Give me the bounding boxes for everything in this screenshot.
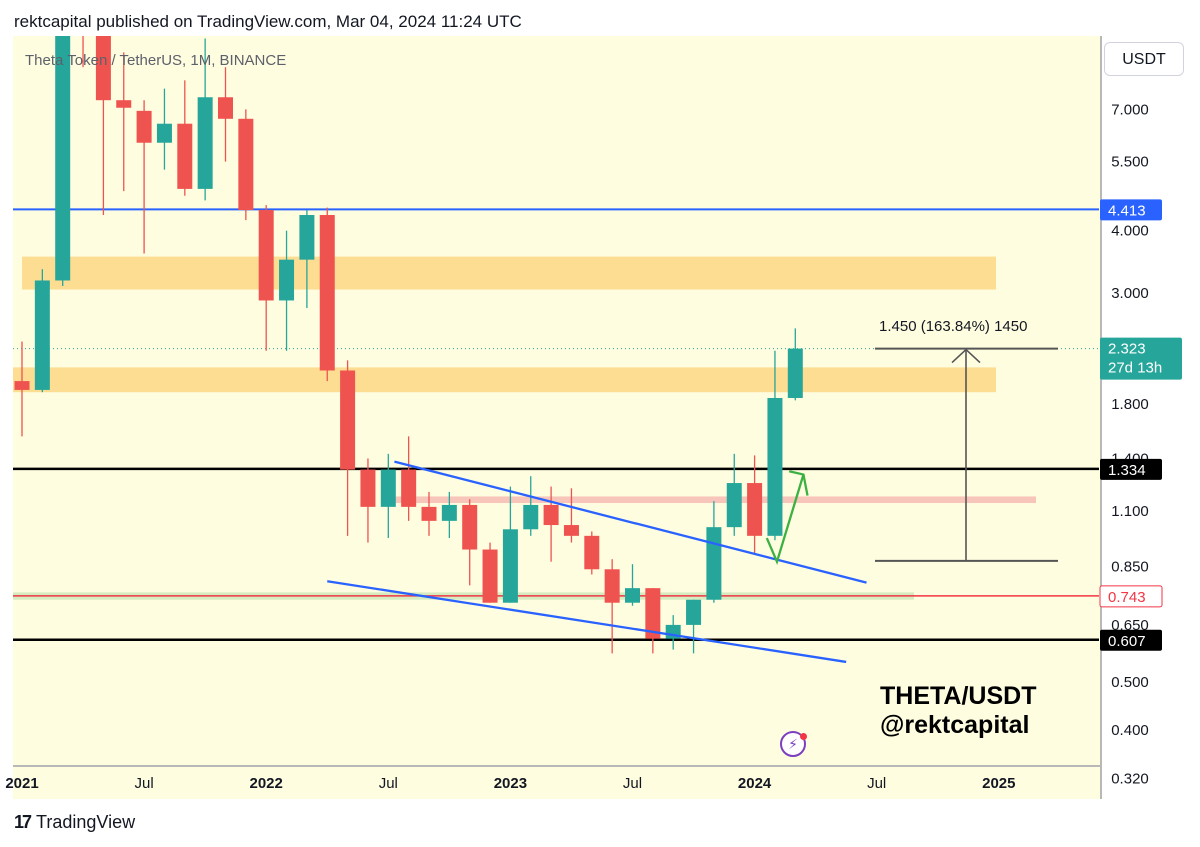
candle-body-2023-05 xyxy=(584,535,600,570)
zone-2 xyxy=(390,496,1036,504)
publish-header: rektcapital published on TradingView.com… xyxy=(14,12,522,31)
tradingview-logo-icon[interactable]: 17 xyxy=(14,812,32,832)
candle-body-2021-09 xyxy=(177,123,193,189)
x-tick-2: 2022 xyxy=(250,775,283,792)
price-label-bg-1.334 xyxy=(1100,458,1162,480)
y-tick-2: 5.500 xyxy=(1111,154,1149,171)
y-tick-12: 0.320 xyxy=(1111,771,1149,788)
x-tick-4: 2023 xyxy=(494,775,527,792)
candle-body-2022-07 xyxy=(380,469,396,507)
candle-body-2022-08 xyxy=(401,469,417,507)
candle-body-2023-10 xyxy=(686,599,702,625)
wedge-lower-line xyxy=(327,580,847,664)
x-tick-8: 2025 xyxy=(982,775,1015,792)
candle-body-2021-03 xyxy=(55,36,71,281)
candle-body-2022-12 xyxy=(482,549,498,603)
current-price-value: 2.323 xyxy=(1108,341,1146,358)
green-arrow-head xyxy=(788,470,809,496)
candle-body-2021-12 xyxy=(238,118,254,211)
candle-body-2022-10 xyxy=(441,504,457,521)
zone-0 xyxy=(22,256,996,290)
watermark: THETA/USDT @rektcapital xyxy=(880,682,1036,740)
tradingview-brand[interactable]: TradingView xyxy=(36,812,136,832)
candle-body-2024-02 xyxy=(767,397,783,536)
price-label-bg-0.607 xyxy=(1100,629,1162,651)
watermark-pair: THETA/USDT xyxy=(880,682,1037,710)
symbol-title: Theta Token / TetherUS, 1M, BINANCE xyxy=(25,52,287,69)
candle-body-2023-12 xyxy=(726,483,742,528)
price-label-0.607: 0.607 xyxy=(1108,633,1146,650)
footer: 17 TradingView xyxy=(14,812,135,833)
candle-body-2024-01 xyxy=(747,483,763,536)
candle-body-2022-11 xyxy=(462,504,478,550)
candle-body-2022-04 xyxy=(319,215,335,371)
candle-body-2023-08 xyxy=(645,588,661,639)
price-label-4.413: 4.413 xyxy=(1108,202,1146,219)
candle-body-2021-10 xyxy=(197,97,213,189)
candle-body-2021-01 xyxy=(14,381,30,390)
x-tick-1: Jul xyxy=(135,775,154,792)
currency-button[interactable]: USDT xyxy=(1104,42,1184,76)
y-tick-9: 0.650 xyxy=(1111,617,1149,634)
candle-body-2021-05 xyxy=(95,36,111,101)
y-tick-8: 0.850 xyxy=(1111,559,1149,576)
y-tick-5: 1.800 xyxy=(1111,396,1149,413)
current-price-bg xyxy=(1100,337,1182,380)
y-tick-10: 0.500 xyxy=(1111,674,1149,691)
y-tick-7: 1.100 xyxy=(1111,503,1149,520)
measure-arrowhead xyxy=(951,348,981,364)
candle-body-2023-01 xyxy=(502,529,518,603)
x-tick-5: Jul xyxy=(623,775,642,792)
notification-dot xyxy=(800,733,807,740)
x-tick-0: 2021 xyxy=(5,775,38,792)
candle-body-2021-07 xyxy=(136,110,152,143)
x-tick-7: Jul xyxy=(867,775,886,792)
current-price-countdown: 27d 13h xyxy=(1108,360,1162,377)
candle-body-2021-11 xyxy=(218,97,233,119)
price-label-bg-4.413 xyxy=(1100,199,1162,221)
y-tick-4: 3.000 xyxy=(1111,285,1149,302)
candle-body-2022-09 xyxy=(421,506,437,521)
plot-layer xyxy=(13,0,1099,664)
candle-body-2024-03 xyxy=(787,348,803,398)
y-tick-11: 0.400 xyxy=(1111,722,1149,739)
measure-label: 1.450 (163.84%) 1450 xyxy=(879,318,1027,335)
candle-body-2023-04 xyxy=(563,525,579,536)
y-tick-3: 4.000 xyxy=(1111,223,1149,240)
x-tick-3: Jul xyxy=(379,775,398,792)
chart-area[interactable] xyxy=(13,36,1100,799)
candle-body-2022-03 xyxy=(299,215,315,260)
green-arrow-line xyxy=(765,474,805,566)
candle-body-2023-07 xyxy=(625,588,640,603)
candle-body-2021-08 xyxy=(156,123,172,143)
candle-body-2022-05 xyxy=(340,370,356,470)
candle-body-2023-03 xyxy=(543,504,559,526)
candle-body-2021-06 xyxy=(116,100,132,108)
wedge-upper-line xyxy=(394,460,867,584)
candle-body-2022-06 xyxy=(360,469,376,507)
price-label-0.743: 0.743 xyxy=(1108,589,1146,606)
candle-body-2022-01 xyxy=(258,210,274,301)
candle-body-2021-02 xyxy=(34,280,50,390)
x-tick-6: 2024 xyxy=(738,775,772,792)
candle-body-2023-11 xyxy=(706,527,722,600)
candle-body-2023-06 xyxy=(604,569,620,603)
y-tick-1: 7.000 xyxy=(1111,101,1149,118)
price-scale[interactable] xyxy=(1100,36,1200,799)
price-label-bg-0.743 xyxy=(1099,585,1163,608)
candle-body-2022-02 xyxy=(279,259,295,301)
zone-1 xyxy=(13,367,996,393)
candle-body-2023-02 xyxy=(523,504,539,530)
watermark-author: @rektcapital xyxy=(880,711,1030,739)
candle-body-2021-04 xyxy=(76,0,91,11)
price-label-1.334: 1.334 xyxy=(1108,462,1146,479)
